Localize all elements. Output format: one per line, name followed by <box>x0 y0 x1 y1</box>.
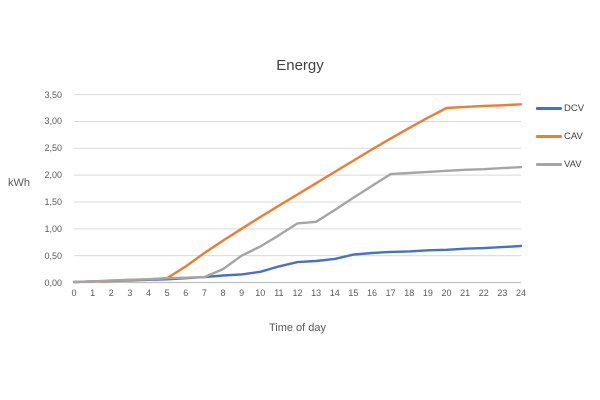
x-tick-label: 21 <box>460 288 471 298</box>
legend: DCV CAV VAV <box>536 94 584 178</box>
x-tick-label: 8 <box>220 288 226 298</box>
legend-item-cav: CAV <box>536 122 584 150</box>
x-tick-label: 0 <box>71 288 77 298</box>
y-tick-label: 3,00 <box>44 116 62 127</box>
x-tick-label: 3 <box>127 288 133 298</box>
y-tick-label: 1,00 <box>44 223 62 234</box>
y-tick-label: 0,00 <box>44 277 62 288</box>
x-tick-label: 10 <box>255 288 266 298</box>
x-tick-label: 6 <box>183 288 189 298</box>
x-tick-label: 4 <box>145 288 151 298</box>
x-tick-label: 12 <box>292 288 303 298</box>
y-tick-label: 0,50 <box>44 250 62 261</box>
x-tick-label: 24 <box>515 288 526 298</box>
series-line-vav <box>72 165 523 284</box>
x-tick-label: 17 <box>385 288 396 298</box>
x-tick-label: 20 <box>441 288 452 298</box>
y-axis-label: kWh <box>8 177 30 189</box>
x-axis-label: Time of day <box>268 322 327 334</box>
x-tick-label: 16 <box>366 288 377 298</box>
series-line-dcv <box>72 244 523 284</box>
y-tick-label: 1,50 <box>44 196 62 207</box>
x-tick-label: 7 <box>201 288 207 298</box>
x-tick-label: 5 <box>164 288 170 298</box>
x-tick-label: 18 <box>404 288 415 298</box>
legend-item-dcv: DCV <box>536 94 584 122</box>
x-tick-label: 11 <box>274 288 284 298</box>
y-tick-label: 3,50 <box>44 89 62 100</box>
y-tick-label: 2,50 <box>44 143 62 154</box>
y-tick-label: 2,00 <box>44 170 62 181</box>
chart-title: Energy <box>276 57 324 74</box>
legend-item-vav: VAV <box>536 150 584 178</box>
x-tick-label: 23 <box>497 288 508 298</box>
x-tick-label: 19 <box>422 288 433 298</box>
x-tick-label: 13 <box>311 288 322 298</box>
legend-label: CAV <box>564 130 583 142</box>
x-tick-label: 2 <box>108 288 114 298</box>
vav-line-swatch-icon <box>536 162 562 166</box>
x-tick-label: 22 <box>478 288 489 298</box>
cav-line-swatch-icon <box>536 134 562 138</box>
legend-label: DCV <box>564 102 585 114</box>
x-tick-label: 14 <box>329 288 340 298</box>
legend-label: VAV <box>564 158 582 170</box>
x-tick-label: 15 <box>348 288 359 298</box>
x-tick-label: 9 <box>239 288 245 298</box>
dcv-line-swatch-icon <box>536 106 562 110</box>
x-tick-label: 1 <box>90 288 96 298</box>
